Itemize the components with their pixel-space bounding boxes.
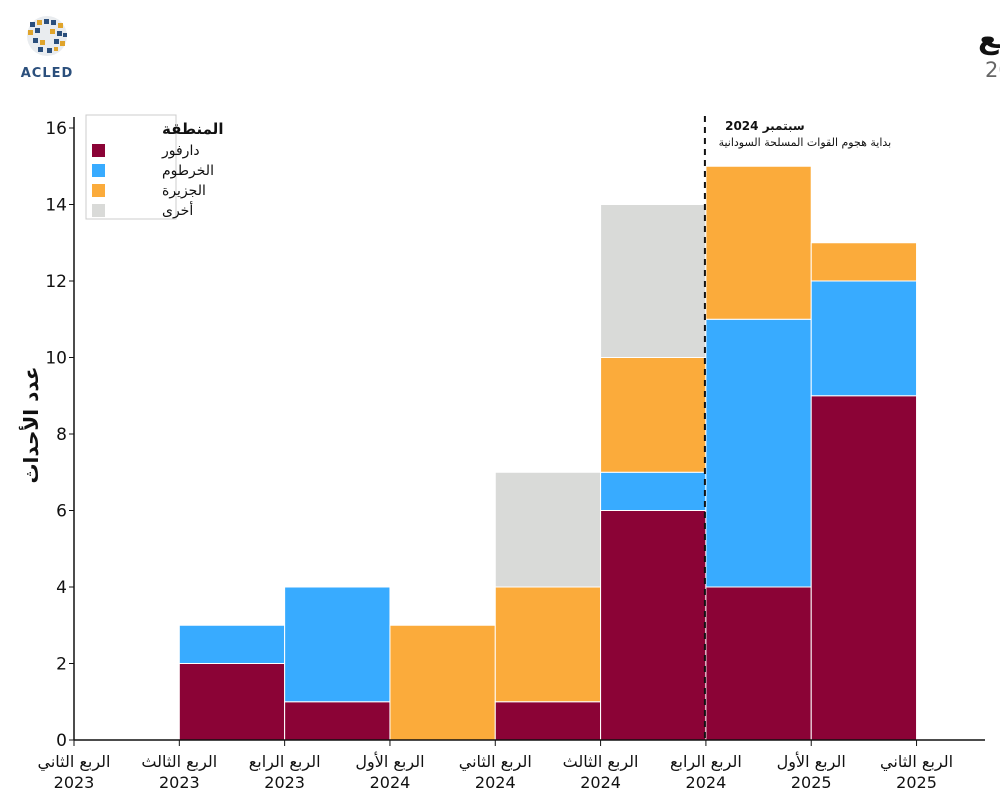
legend-swatch <box>92 144 105 157</box>
legend-label: أخرى <box>162 201 193 219</box>
axes <box>73 117 985 741</box>
y-tick-label: 2 <box>56 655 67 675</box>
y-tick-label: 8 <box>56 425 67 445</box>
bar-segment <box>600 471 707 511</box>
y-tick-label: 12 <box>45 272 67 292</box>
bar-segment <box>810 242 918 282</box>
bar-segment <box>284 701 391 741</box>
chart-subtitle: أبريل 2023 - مارس 2025 <box>985 56 1000 82</box>
legend-items: دارفور الخرطوم الجزيرة أخرى <box>92 143 214 219</box>
x-tick-label: الربع الثاني <box>37 752 110 772</box>
x-tick-year: 2025 <box>791 773 832 792</box>
y-tick-label: 16 <box>45 119 67 139</box>
bar-segment <box>284 586 391 703</box>
bar-segment <box>810 280 918 397</box>
bar-segment <box>810 395 918 741</box>
x-tick-label: الربع الأول <box>777 751 846 772</box>
legend-swatch <box>92 184 105 197</box>
x-tick-year: 2023 <box>264 773 305 792</box>
y-axis: 0 2 4 6 8 10 12 14 16 <box>45 119 74 751</box>
annotation-title: سبتمبر 2024 <box>725 119 805 133</box>
x-tick-label: الربع الثالث <box>563 752 639 772</box>
x-tick-year: 2023 <box>159 773 200 792</box>
x-tick-year: 2025 <box>896 773 937 792</box>
globe-icon <box>27 16 67 56</box>
bar-segment <box>705 318 812 588</box>
x-tick-label: الربع الرابع <box>249 752 321 772</box>
legend-label: الخرطوم <box>162 163 214 179</box>
legend: المنطقة دارفور الخرطوم الجزيرة أخرى <box>85 114 223 220</box>
x-tick-year: 2024 <box>580 773 621 792</box>
x-tick-year: 2024 <box>475 773 516 792</box>
logo-text: ACLED <box>21 66 74 81</box>
legend-label: الجزيرة <box>162 183 206 199</box>
bar-segment <box>494 586 602 703</box>
legend-swatch <box>92 204 105 217</box>
bar-segment <box>600 204 707 358</box>
legend-title: المنطقة <box>162 120 223 138</box>
x-tick-year: 2024 <box>686 773 727 792</box>
chart-title: حالات الاقتتال الداخلي في قوات الدعم الس… <box>978 21 1000 56</box>
x-tick-year: 2023 <box>54 773 95 792</box>
y-tick-label: 4 <box>56 578 67 598</box>
x-tick-label: الربع الثاني <box>880 752 953 772</box>
y-tick-label: 6 <box>56 502 67 522</box>
bars <box>178 165 918 741</box>
legend-swatch <box>92 164 105 177</box>
x-tick-label: الربع الأول <box>355 751 424 772</box>
x-tick-year: 2024 <box>370 773 411 792</box>
bar-segment <box>389 624 496 741</box>
acled-logo: ACLED <box>21 16 74 81</box>
bar-segment <box>600 357 707 473</box>
bar-segment <box>494 471 602 588</box>
bar-segment <box>705 165 812 320</box>
x-tick-label: الربع الثالث <box>141 752 217 772</box>
y-tick-label: 0 <box>56 731 67 751</box>
bar-segment <box>705 586 812 741</box>
legend-label: دارفور <box>161 143 200 159</box>
annotation-text: بداية هجوم القوات المسلحة السودانية <box>719 136 892 149</box>
y-tick-label: 10 <box>45 349 67 369</box>
bar-segment <box>600 510 707 741</box>
y-tick-label: 14 <box>45 196 67 216</box>
x-tick-label: الربع الرابع <box>670 752 742 772</box>
bar-segment <box>494 701 602 741</box>
y-axis-label: عدد الأحداث <box>18 366 43 483</box>
bar-segment <box>178 663 286 741</box>
annotation: سبتمبر 2024 بداية هجوم القوات المسلحة ال… <box>703 116 892 740</box>
bar-segment <box>178 624 286 664</box>
x-tick-label: الربع الثاني <box>459 752 532 772</box>
